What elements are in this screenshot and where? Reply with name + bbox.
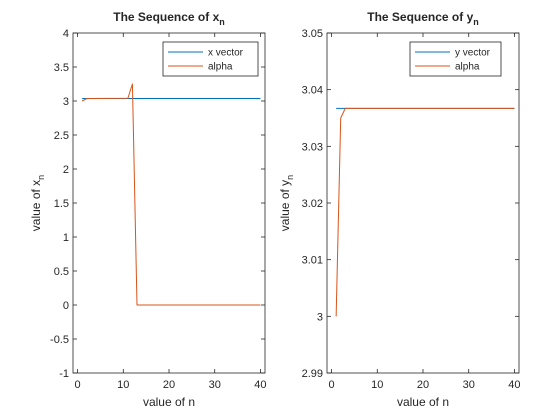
chart1-ytick-label: 2 bbox=[63, 164, 69, 176]
chart2-xtick-label: 10 bbox=[371, 379, 383, 391]
chart2-legend: y vector alpha bbox=[409, 41, 502, 77]
chart2-xtick-label: 30 bbox=[463, 379, 475, 391]
chart2-ytick-label: 3 bbox=[317, 311, 323, 323]
chart2-legend-label-1: y vector bbox=[455, 48, 491, 59]
chart1-ytick-label: -0.5 bbox=[50, 334, 69, 346]
chart1-title: The Sequence of xn bbox=[113, 10, 225, 27]
chart1-series-line-2 bbox=[81, 83, 261, 306]
chart1-ytick-label: 2.5 bbox=[54, 130, 69, 142]
chart2-legend-box bbox=[409, 41, 502, 77]
chart1-xtick-label: 30 bbox=[209, 379, 221, 391]
chart1-ytick-label: -1 bbox=[59, 368, 69, 380]
chart1-legend-label-2: alpha bbox=[208, 62, 233, 73]
chart1-legend-box bbox=[162, 41, 259, 77]
chart2-ylabel: value of yn bbox=[278, 175, 295, 231]
chart1-ytick-label: 0.5 bbox=[54, 266, 69, 278]
chart1-ytick-label: 1 bbox=[63, 232, 69, 244]
chart1-ytick-label: 4 bbox=[63, 28, 69, 40]
chart1-xlabel: value of n bbox=[143, 395, 195, 409]
chart1-xtick-label: 20 bbox=[163, 379, 175, 391]
chart2-legend-label-2: alpha bbox=[455, 62, 480, 73]
chart2-xtick-label: 20 bbox=[417, 379, 429, 391]
chart1-ylabel: value of xn bbox=[29, 175, 46, 231]
chart1-ytick-label: 0 bbox=[63, 300, 69, 312]
chart2-ytick-label: 3.04 bbox=[302, 85, 323, 97]
chart2-xtick-label: 40 bbox=[508, 379, 520, 391]
chart1-legend: x vector alpha bbox=[162, 41, 259, 77]
chart1: 0 10 20 30 40 -1 -0.5 0 0.5 1 1.5 2 2.5 3 3.5 4 The Sequ… bbox=[29, 10, 267, 409]
chart2-ytick-label: 3.03 bbox=[302, 141, 323, 153]
chart1-legend-label-1: x vector bbox=[208, 48, 244, 59]
chart1-ytick-label: 3.5 bbox=[54, 62, 69, 74]
chart2-ytick-label: 3.05 bbox=[302, 28, 323, 40]
chart2-ytick-label: 2.99 bbox=[302, 368, 323, 380]
chart2: 0 10 20 30 40 2.99 3 3.01 3.02 3.03 3.04 3.05 The Se… bbox=[278, 10, 521, 409]
chart1-xtick-label: 10 bbox=[117, 379, 129, 391]
chart1-ytick-label: 1.5 bbox=[54, 198, 69, 210]
chart2-ytick-label: 3.02 bbox=[302, 198, 323, 210]
chart1-xtick-label: 0 bbox=[75, 379, 81, 391]
chart2-ytick-label: 3.01 bbox=[302, 255, 323, 267]
chart2-title: The Sequence of yn bbox=[367, 10, 479, 27]
chart2-xtick-label: 0 bbox=[329, 379, 335, 391]
chart1-xtick-label: 40 bbox=[254, 379, 266, 391]
chart1-ytick-label: 3 bbox=[63, 96, 69, 108]
chart2-series-line-2 bbox=[335, 107, 515, 317]
chart2-xlabel: value of n bbox=[397, 395, 449, 409]
